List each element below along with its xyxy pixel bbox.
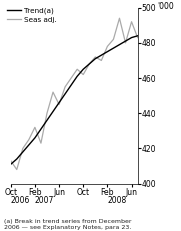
Legend: Trend(a), Seas adj.: Trend(a), Seas adj. [7, 8, 57, 23]
Text: 2006: 2006 [11, 196, 30, 205]
Text: 2008: 2008 [107, 196, 127, 205]
Text: 2007: 2007 [35, 196, 54, 205]
Text: (a) Break in trend series from December
2006 — see Explanatory Notes, para 23.: (a) Break in trend series from December … [4, 219, 131, 230]
Y-axis label: '000: '000 [157, 2, 174, 11]
